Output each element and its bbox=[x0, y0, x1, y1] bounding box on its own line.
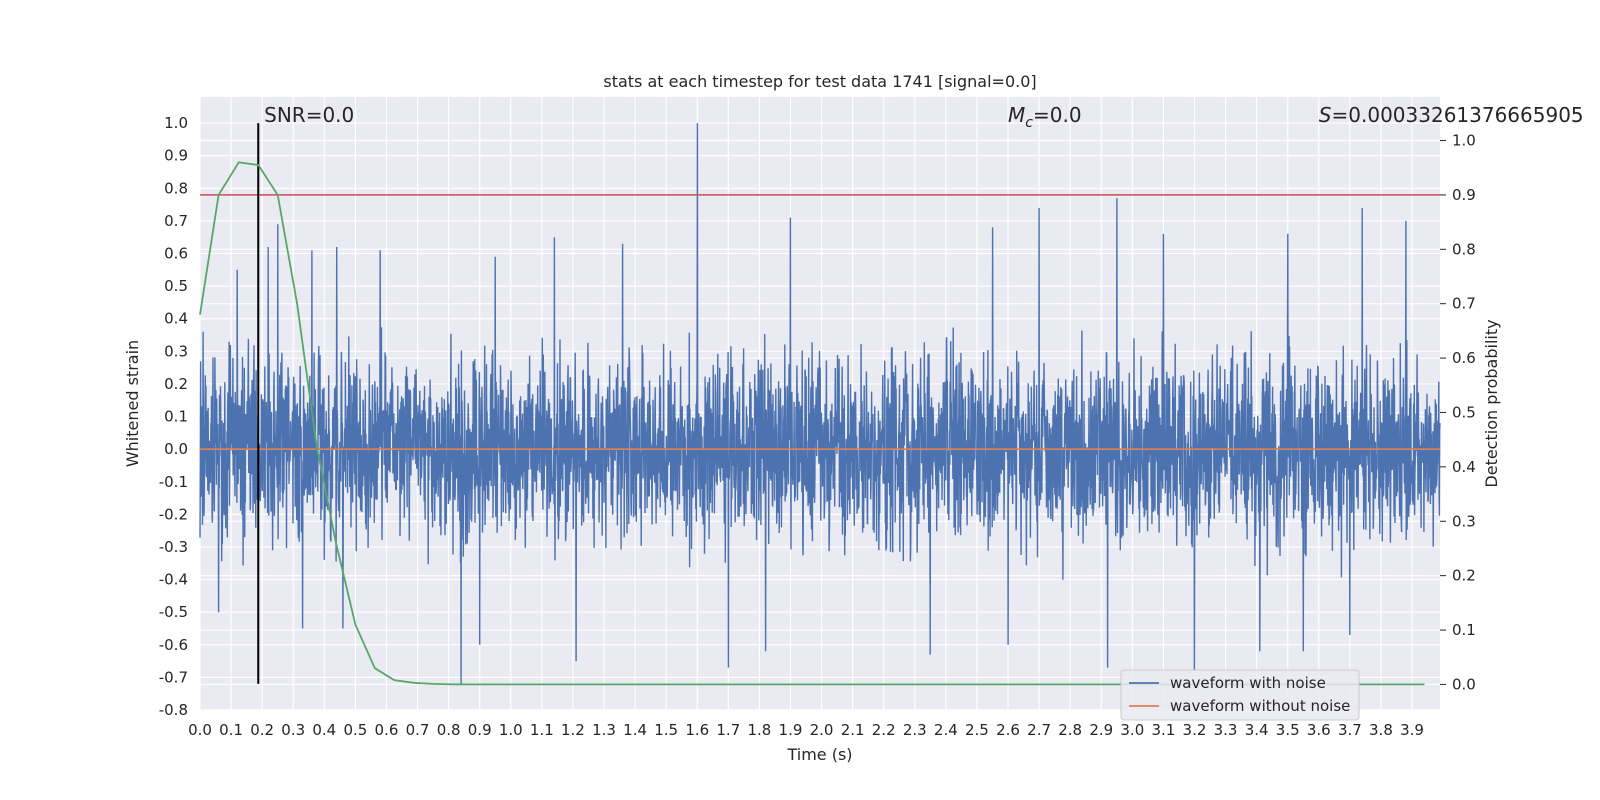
x-tick-label: 0.0 bbox=[188, 721, 212, 739]
x-tick-label: 0.3 bbox=[281, 721, 305, 739]
y-tick-label: -0.5 bbox=[159, 603, 188, 621]
x-tick-label: 1.0 bbox=[499, 721, 523, 739]
y-tick-label: -0.8 bbox=[159, 701, 188, 719]
x-tick-label: 0.8 bbox=[437, 721, 461, 739]
y2-tick-labels: 0.0 0.1 0.2 0.3 0.4 0.5 0.6 0.7 0.8 0.9 1.0 bbox=[1440, 132, 1476, 693]
x-tick-label: 2.2 bbox=[872, 721, 896, 739]
series-lines bbox=[199, 123, 1440, 686]
waveform-with-noise-series bbox=[199, 123, 1441, 684]
x-tick-label: 0.7 bbox=[406, 721, 430, 739]
y2-tick-label: 0.4 bbox=[1452, 458, 1476, 476]
y-tick-label: 0.6 bbox=[164, 245, 188, 263]
y2-tick-label: 0.6 bbox=[1452, 349, 1476, 367]
y-tick-labels: -0.8 -0.7 -0.6 -0.5 -0.4 -0.3 -0.2 -0.1 0.0 0.1 0.… bbox=[159, 114, 188, 719]
x-tick-labels: 0.0 0.1 0.2 0.3 0.4 0.5 0.6 0.7 0.8 0.9 1.0 1.1 1.2 1… bbox=[188, 721, 1424, 739]
x-tick-label: 2.1 bbox=[841, 721, 865, 739]
x-tick-label: 3.0 bbox=[1120, 721, 1144, 739]
chirp-mass-annotation: Mc=0.0 bbox=[1008, 103, 1082, 131]
x-tick-label: 0.2 bbox=[250, 721, 274, 739]
legend-label: waveform without noise bbox=[1170, 697, 1350, 715]
x-tick-label: 2.3 bbox=[903, 721, 927, 739]
x-axis-label: Time (s) bbox=[786, 745, 852, 764]
y-tick-label: 0.8 bbox=[164, 179, 188, 197]
s-annotation: S=0.00033261376665905 bbox=[1319, 103, 1584, 127]
x-tick-label: 1.6 bbox=[685, 721, 709, 739]
x-tick-label: 0.6 bbox=[375, 721, 399, 739]
y-tick-label: -0.4 bbox=[159, 571, 188, 589]
x-tick-label: 1.1 bbox=[530, 721, 554, 739]
legend-box bbox=[1120, 669, 1360, 721]
y-tick-label: -0.2 bbox=[159, 505, 188, 523]
x-tick-label: 3.5 bbox=[1276, 721, 1300, 739]
y2-tick-label: 0.1 bbox=[1452, 621, 1476, 639]
snr-annotation: SNR=0.0 bbox=[264, 103, 354, 127]
y-tick-label: 0.1 bbox=[164, 408, 188, 426]
waveform-with-noise-line bbox=[199, 123, 1441, 684]
y-tick-label: 0.2 bbox=[164, 375, 188, 393]
x-tick-label: 3.2 bbox=[1183, 721, 1207, 739]
x-tick-label: 1.4 bbox=[623, 721, 647, 739]
chart-title: stats at each timestep for test data 174… bbox=[603, 72, 1036, 91]
x-tick-label: 1.3 bbox=[592, 721, 616, 739]
y-tick-label: -0.7 bbox=[159, 668, 188, 686]
y2-tick-label: 0.7 bbox=[1452, 295, 1476, 313]
y-tick-label: 0.4 bbox=[164, 310, 188, 328]
y-tick-label: -0.6 bbox=[159, 636, 188, 654]
x-tick-label: 2.0 bbox=[810, 721, 834, 739]
x-tick-label: 1.8 bbox=[747, 721, 771, 739]
y2-tick-label: 0.3 bbox=[1452, 512, 1476, 530]
x-tick-label: 1.9 bbox=[779, 721, 803, 739]
x-tick-label: 1.5 bbox=[654, 721, 678, 739]
x-tick-label: 2.9 bbox=[1089, 721, 1113, 739]
y-tick-label: 1.0 bbox=[164, 114, 188, 132]
x-tick-label: 0.9 bbox=[468, 721, 492, 739]
y2-tick-label: 1.0 bbox=[1452, 132, 1476, 150]
y2-tick-label: 0.8 bbox=[1452, 240, 1476, 258]
y-tick-label: 0.9 bbox=[164, 147, 188, 165]
x-tick-label: 1.7 bbox=[716, 721, 740, 739]
x-tick-label: 0.1 bbox=[219, 721, 243, 739]
x-tick-label: 3.8 bbox=[1369, 721, 1393, 739]
x-tick-label: 3.3 bbox=[1214, 721, 1238, 739]
y-tick-label: 0.5 bbox=[164, 277, 188, 295]
x-tick-label: 2.8 bbox=[1058, 721, 1082, 739]
y2-tick-label: 0.0 bbox=[1452, 675, 1476, 693]
y-tick-label: -0.1 bbox=[159, 473, 188, 491]
annotations: SNR=0.0 Mc=0.0 S=0.00033261376665905 bbox=[264, 103, 1584, 131]
x-tick-label: 3.9 bbox=[1400, 721, 1424, 739]
x-tick-label: 3.1 bbox=[1151, 721, 1175, 739]
y-tick-label: 0.0 bbox=[164, 440, 188, 458]
x-tick-label: 2.4 bbox=[934, 721, 958, 739]
x-tick-label: 3.6 bbox=[1307, 721, 1331, 739]
x-tick-label: 2.5 bbox=[965, 721, 989, 739]
x-tick-label: 0.5 bbox=[343, 721, 367, 739]
y2-tick-label: 0.5 bbox=[1452, 403, 1476, 421]
y-axis-label: Whitened strain bbox=[123, 340, 142, 467]
y2-tick-label: 0.9 bbox=[1452, 186, 1476, 204]
y-tick-label: 0.3 bbox=[164, 342, 188, 360]
x-tick-label: 0.4 bbox=[312, 721, 336, 739]
y2-tick-label: 0.2 bbox=[1452, 567, 1476, 585]
detection-probability-line bbox=[199, 161, 1425, 686]
x-tick-label: 3.4 bbox=[1245, 721, 1269, 739]
x-tick-label: 1.2 bbox=[561, 721, 585, 739]
x-tick-label: 2.6 bbox=[996, 721, 1020, 739]
y-tick-label: -0.3 bbox=[159, 538, 188, 556]
x-tick-label: 2.7 bbox=[1027, 721, 1051, 739]
y2-axis-label: Detection probability bbox=[1482, 319, 1501, 487]
legend: waveform with noise waveform without nois… bbox=[1120, 669, 1360, 721]
y-tick-label: 0.7 bbox=[164, 212, 188, 230]
legend-label: waveform with noise bbox=[1170, 674, 1326, 692]
x-tick-label: 3.7 bbox=[1338, 721, 1362, 739]
